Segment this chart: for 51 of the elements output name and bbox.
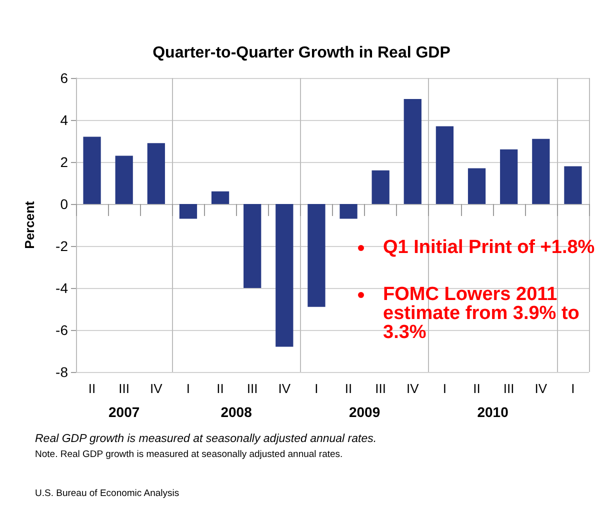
bar (179, 204, 198, 219)
x-tick-label: IV (406, 381, 420, 396)
bar (532, 138, 550, 204)
x-tick-label: III (503, 381, 514, 396)
y-tick-label: 0 (60, 196, 68, 212)
text: 2008 (220, 404, 252, 420)
x-tick-label: III (375, 381, 386, 396)
y-axis-title: Percent (22, 200, 37, 249)
bar (340, 204, 358, 219)
text: 2009 (348, 404, 380, 420)
bar (500, 149, 518, 204)
bar (276, 204, 294, 347)
x-tick-label: II (473, 381, 480, 396)
annotation: FOMC Lowers 2011 estimate from 3.9% to 3.3% (383, 284, 580, 343)
text: U.S. Bureau of Economic Analysis (35, 488, 180, 499)
y-tick-label: -4 (56, 280, 68, 296)
bar (404, 99, 422, 204)
bar (244, 204, 262, 288)
bar (468, 168, 486, 204)
x-tick-label: I (314, 381, 318, 396)
y-tick-label: 2 (60, 154, 68, 170)
x-tick-label: I (186, 381, 190, 396)
text: 2007 (108, 404, 140, 420)
x-tick-label: I (442, 381, 447, 396)
y-tick-label: 6 (60, 70, 68, 86)
text: Real GDP growth is measured at seasonally adjusted annual rates. (35, 433, 377, 445)
bar (564, 166, 582, 204)
x-tick-label: II (344, 381, 352, 396)
x-tick-label: III (118, 381, 130, 396)
y-tick-label: -8 (56, 364, 68, 380)
x-tick-label: III (246, 381, 258, 396)
text: 2010 (477, 404, 508, 420)
x-tick-label: IV (150, 381, 163, 396)
bar (308, 204, 326, 307)
bar (211, 191, 230, 204)
annotation: Q1 Initial Print of +1.8% (383, 237, 596, 258)
x-tick-label: IV (278, 381, 291, 396)
bar (147, 143, 165, 204)
bar (83, 136, 101, 204)
bar (115, 156, 133, 204)
text: Note. Real GDP growth is measured at seasonally adjusted annual rates. (35, 449, 343, 460)
x-tick-label: IV (534, 381, 548, 396)
y-tick-label: 4 (60, 112, 68, 128)
x-tick-label: II (216, 381, 224, 396)
bar (372, 170, 390, 204)
x-tick-label: I (571, 381, 575, 396)
bar (436, 126, 454, 204)
x-tick-label: II (88, 381, 96, 396)
y-tick-label: -2 (56, 238, 68, 254)
y-tick-label: -6 (56, 322, 68, 338)
chart-title: Quarter-to-Quarter Growth in Real GDP (152, 44, 451, 62)
